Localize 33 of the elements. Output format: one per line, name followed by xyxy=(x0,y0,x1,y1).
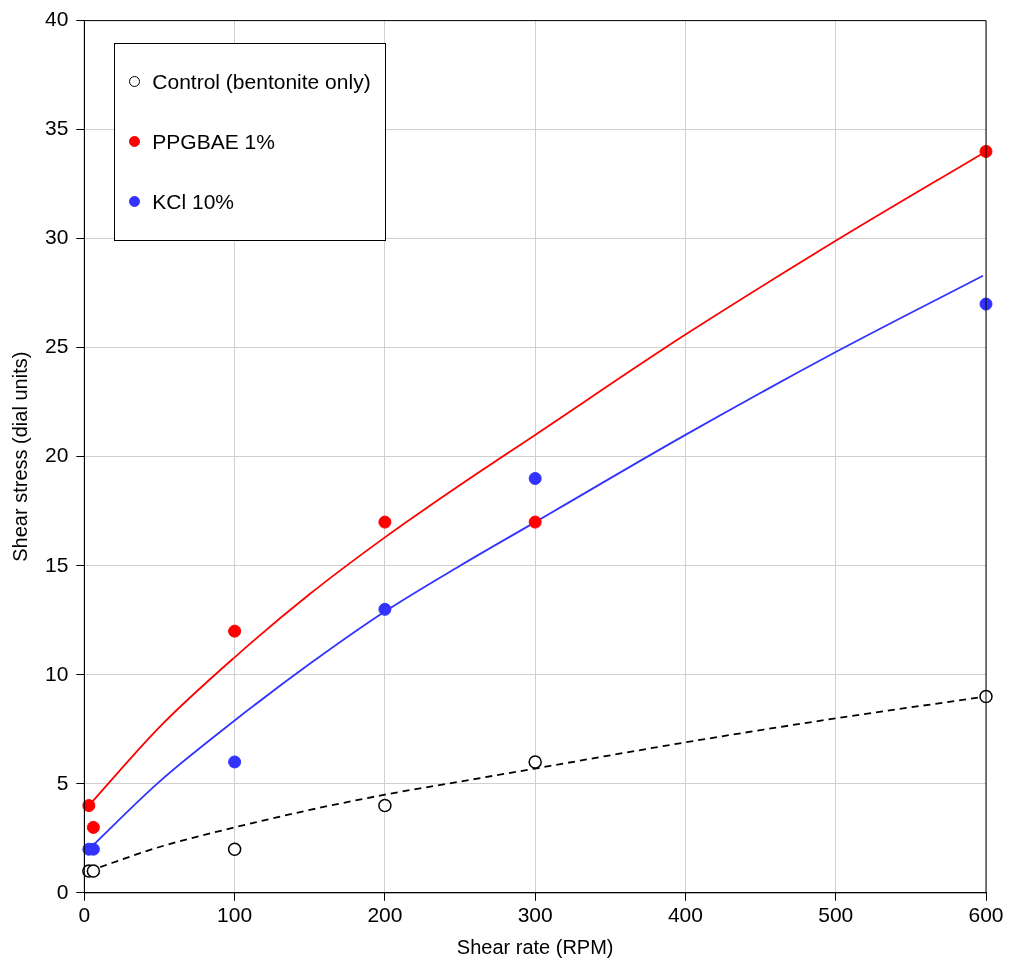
y-axis-title: Shear stress (dial units) xyxy=(8,351,31,562)
point xyxy=(528,472,542,486)
y-tick-label: 40 xyxy=(45,7,69,31)
point xyxy=(227,842,242,856)
y-tick-label: 10 xyxy=(45,661,69,685)
x-tick-label: 100 xyxy=(217,903,253,927)
y-tick-label: 30 xyxy=(45,225,69,249)
point xyxy=(378,798,392,813)
y-tick-label: 5 xyxy=(56,770,69,794)
x-tick-label: 300 xyxy=(517,903,553,927)
point xyxy=(228,755,242,769)
point xyxy=(378,515,392,529)
point xyxy=(528,755,542,769)
legend-label: KCl 10% xyxy=(152,189,235,214)
legend-label: Control (bentonite only) xyxy=(152,69,371,94)
x-tick-label: 0 xyxy=(78,903,91,927)
point xyxy=(528,515,542,529)
point xyxy=(86,820,100,834)
x-tick-label: 200 xyxy=(367,903,403,927)
x-tick-label: 600 xyxy=(968,903,1004,927)
point xyxy=(86,864,101,878)
x-tick-label: 400 xyxy=(667,903,703,927)
point xyxy=(228,624,242,638)
y-tick-label: 15 xyxy=(45,552,69,576)
legend-label: PPGBAE 1% xyxy=(152,129,275,154)
y-tick-label: 35 xyxy=(45,116,69,140)
y-tick-label: 20 xyxy=(45,443,69,467)
x-tick-label: 500 xyxy=(818,903,854,927)
x-axis-title: Shear rate (RPM) xyxy=(456,935,614,958)
point xyxy=(82,799,96,813)
y-tick-label: 25 xyxy=(45,334,69,358)
point xyxy=(378,602,392,616)
y-tick-label: 0 xyxy=(56,879,69,903)
